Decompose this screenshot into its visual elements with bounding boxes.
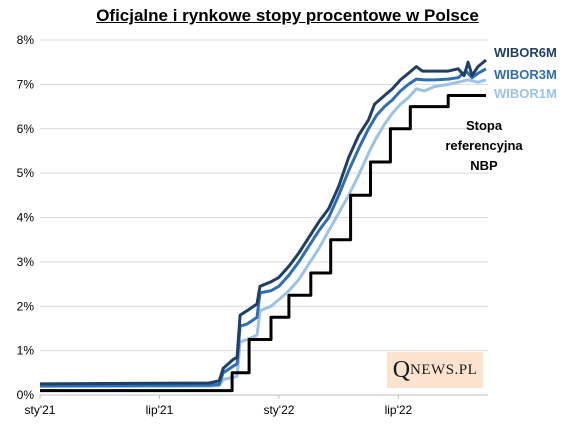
y-tick-label: 1%	[17, 344, 35, 358]
series-line-wibor6m	[39, 58, 487, 386]
y-tick-label: 5%	[17, 166, 35, 180]
x-tick-label: sty'22	[263, 403, 294, 417]
label-ref-line2: referencyjna	[445, 138, 523, 153]
x-tick-label: lip'22	[385, 403, 413, 417]
x-tick-label: lip'21	[146, 403, 174, 417]
x-tick-label: sty'21	[25, 403, 56, 417]
y-tick-label: 2%	[17, 299, 35, 313]
label-ref-line3: NBP	[470, 158, 498, 173]
x-axis-ticks: sty'21 lip'21 sty'22 lip'22	[25, 395, 413, 417]
series-line-stopa-referencyjna-nbp	[40, 94, 486, 393]
label-wibor1m: WIBOR1M	[494, 86, 557, 101]
series-labels: WIBOR6M WIBOR3M WIBOR1M Stopa referencyj…	[445, 45, 557, 173]
grid	[40, 39, 488, 396]
y-tick-label: 3%	[17, 255, 35, 269]
series-lines	[39, 58, 487, 393]
y-tick-label: 4%	[17, 211, 35, 225]
label-wibor3m: WIBOR3M	[494, 67, 557, 82]
y-tick-label: 7%	[17, 77, 35, 91]
chart-title: Oficjalne i rynkowe stopy procentowe w P…	[96, 6, 479, 25]
logo-q: Q	[392, 356, 411, 383]
label-ref-line1: Stopa	[466, 118, 503, 133]
y-tick-label: 6%	[17, 122, 35, 136]
y-axis-ticks: 0% 1% 2% 3% 4% 5% 6% 7% 8%	[17, 33, 35, 402]
label-wibor6m: WIBOR6M	[494, 45, 557, 60]
qnews-logo: Q NEWS.PL	[387, 352, 483, 388]
y-tick-label: 0%	[17, 388, 35, 402]
logo-text: NEWS.PL	[410, 361, 478, 378]
y-tick-label: 8%	[17, 33, 35, 47]
